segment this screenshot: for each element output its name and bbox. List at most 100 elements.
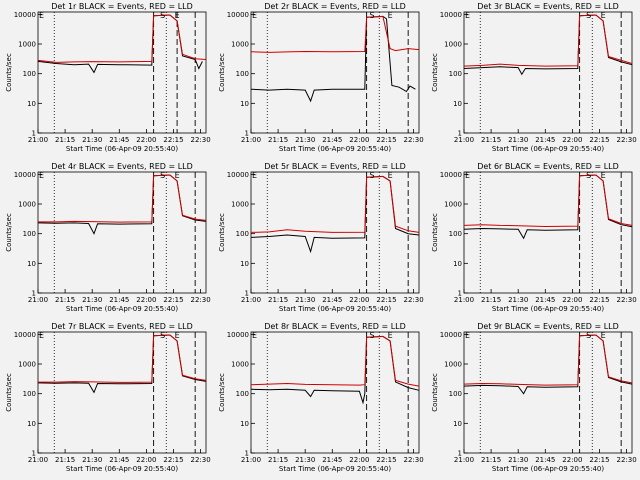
y-tick-label: 100: [449, 230, 462, 238]
x-tick-label: 22:15: [376, 456, 396, 464]
x-tick-label: 21:00: [241, 456, 261, 464]
marker-label: E: [39, 171, 44, 180]
y-axis-label: Counts/sec: [431, 213, 439, 252]
x-tick-label: 21:45: [322, 296, 342, 304]
y-tick-label: 10000: [440, 11, 462, 19]
y-tick-label: 1000: [444, 201, 462, 209]
y-tick-label: 1000: [18, 41, 36, 49]
series-lld-line: [463, 174, 633, 228]
chart-det-9r: Det 9r BLACK = Events, RED = LLD 1 10 100 10…: [431, 322, 637, 473]
y-tick-label: 100: [236, 390, 249, 398]
marker-label: S: [369, 331, 374, 340]
y-tick-label: 100: [236, 230, 249, 238]
x-tick-label: 21:45: [535, 136, 555, 144]
y-tick-label: 10: [453, 420, 462, 428]
y-tick-label: 10000: [227, 331, 249, 339]
x-tick-label: 21:00: [241, 136, 261, 144]
x-tick-label: 22:30: [403, 136, 423, 144]
series-lld-line: [250, 175, 420, 233]
x-tick-label: 21:00: [28, 296, 48, 304]
marker-label: E: [601, 331, 606, 340]
chart-title: Det 9r BLACK = Events, RED = LLD: [477, 322, 619, 331]
x-tick-label: 21:30: [82, 136, 102, 144]
x-tick-label: 22:30: [190, 296, 210, 304]
x-tick-label: 21:15: [55, 296, 75, 304]
chart-title: Det 7r BLACK = Events, RED = LLD: [51, 322, 193, 331]
y-tick-label: 1000: [444, 361, 462, 369]
x-axis-label: Start Time (06-Apr-09 20:55:40): [66, 145, 178, 153]
x-tick-label: 22:15: [589, 456, 609, 464]
x-axis-label: Start Time (06-Apr-09 20:55:40): [66, 465, 178, 473]
marker-label: S: [160, 11, 165, 20]
x-tick-label: 21:30: [82, 456, 102, 464]
x-tick-label: 22:00: [136, 136, 156, 144]
x-tick-label: 21:00: [28, 136, 48, 144]
plot-frame: [37, 171, 207, 294]
x-tick-label: 21:45: [109, 136, 129, 144]
x-tick-label: 22:30: [403, 296, 423, 304]
x-tick-label: 21:30: [508, 456, 528, 464]
marker-label: E: [252, 171, 257, 180]
x-axis-label: Start Time (06-Apr-09 20:55:40): [279, 305, 391, 313]
y-tick-label: 1: [32, 130, 36, 138]
x-tick-label: 22:00: [349, 296, 369, 304]
y-axis-label: Counts/sec: [218, 53, 226, 92]
marker-label: E: [601, 171, 606, 180]
x-tick-label: 22:00: [562, 296, 582, 304]
series-lld-line: [37, 14, 207, 63]
y-tick-label: 10: [453, 100, 462, 108]
plot-frame: [463, 11, 633, 134]
x-tick-label: 21:30: [508, 136, 528, 144]
marker-label: E: [252, 331, 257, 340]
marker-label: E: [388, 331, 393, 340]
plot-frame: [250, 11, 420, 134]
chart-det-2r: Det 2r BLACK = Events, RED = LLD 1 10 100 10…: [218, 2, 424, 153]
x-tick-label: 21:15: [268, 136, 288, 144]
chart-det-5r: Det 5r BLACK = Events, RED = LLD 1 10 100 10…: [218, 162, 424, 313]
x-tick-label: 21:00: [454, 136, 474, 144]
x-tick-label: 21:15: [481, 296, 501, 304]
x-tick-label: 22:15: [163, 136, 183, 144]
x-tick-label: 22:00: [562, 456, 582, 464]
y-axis-label: Counts/sec: [5, 213, 13, 252]
x-tick-label: 22:30: [616, 136, 636, 144]
plot-frame: [463, 171, 633, 294]
marker-label: E: [175, 11, 180, 20]
chart-title: Det 1r BLACK = Events, RED = LLD: [51, 2, 193, 11]
x-tick-label: 21:00: [454, 456, 474, 464]
y-tick-label: 10000: [14, 11, 36, 19]
chart-title: Det 3r BLACK = Events, RED = LLD: [477, 2, 619, 11]
chart-det-3r: Det 3r BLACK = Events, RED = LLD 1 10 100 10…: [431, 2, 637, 153]
chart-title: Det 6r BLACK = Events, RED = LLD: [477, 162, 619, 171]
y-axis-label: Counts/sec: [431, 53, 439, 92]
x-tick-label: 21:15: [268, 296, 288, 304]
marker-label: S: [369, 11, 374, 20]
x-tick-label: 22:15: [589, 136, 609, 144]
y-tick-label: 1000: [18, 361, 36, 369]
marker-label: E: [465, 11, 470, 20]
marker-label: E: [175, 331, 180, 340]
series-lld-line: [38, 334, 207, 383]
x-tick-label: 22:30: [403, 456, 423, 464]
x-tick-label: 22:15: [589, 296, 609, 304]
x-tick-label: 21:15: [268, 456, 288, 464]
chart-title: Det 4r BLACK = Events, RED = LLD: [51, 162, 193, 171]
x-tick-label: 22:15: [163, 456, 183, 464]
chart-det-8r: Det 8r BLACK = Events, RED = LLD 1 10 100 10…: [218, 322, 424, 473]
x-tick-label: 21:30: [295, 456, 315, 464]
marker-label: S: [369, 171, 374, 180]
x-tick-label: 21:45: [535, 456, 555, 464]
x-tick-label: 21:45: [322, 456, 342, 464]
y-tick-label: 1: [32, 290, 36, 298]
y-tick-label: 10000: [14, 171, 36, 179]
plot-frame: [463, 331, 633, 454]
series-lld-line: [463, 334, 633, 386]
marker-label: S: [586, 11, 591, 20]
marker-label: E: [175, 171, 180, 180]
chart-det-4r: Det 4r BLACK = Events, RED = LLD 1 10 100 10…: [5, 162, 211, 313]
chart-title: Det 2r BLACK = Events, RED = LLD: [264, 2, 406, 11]
x-tick-label: 21:30: [295, 296, 315, 304]
series-lld-line: [250, 15, 420, 53]
y-tick-label: 10: [240, 100, 249, 108]
